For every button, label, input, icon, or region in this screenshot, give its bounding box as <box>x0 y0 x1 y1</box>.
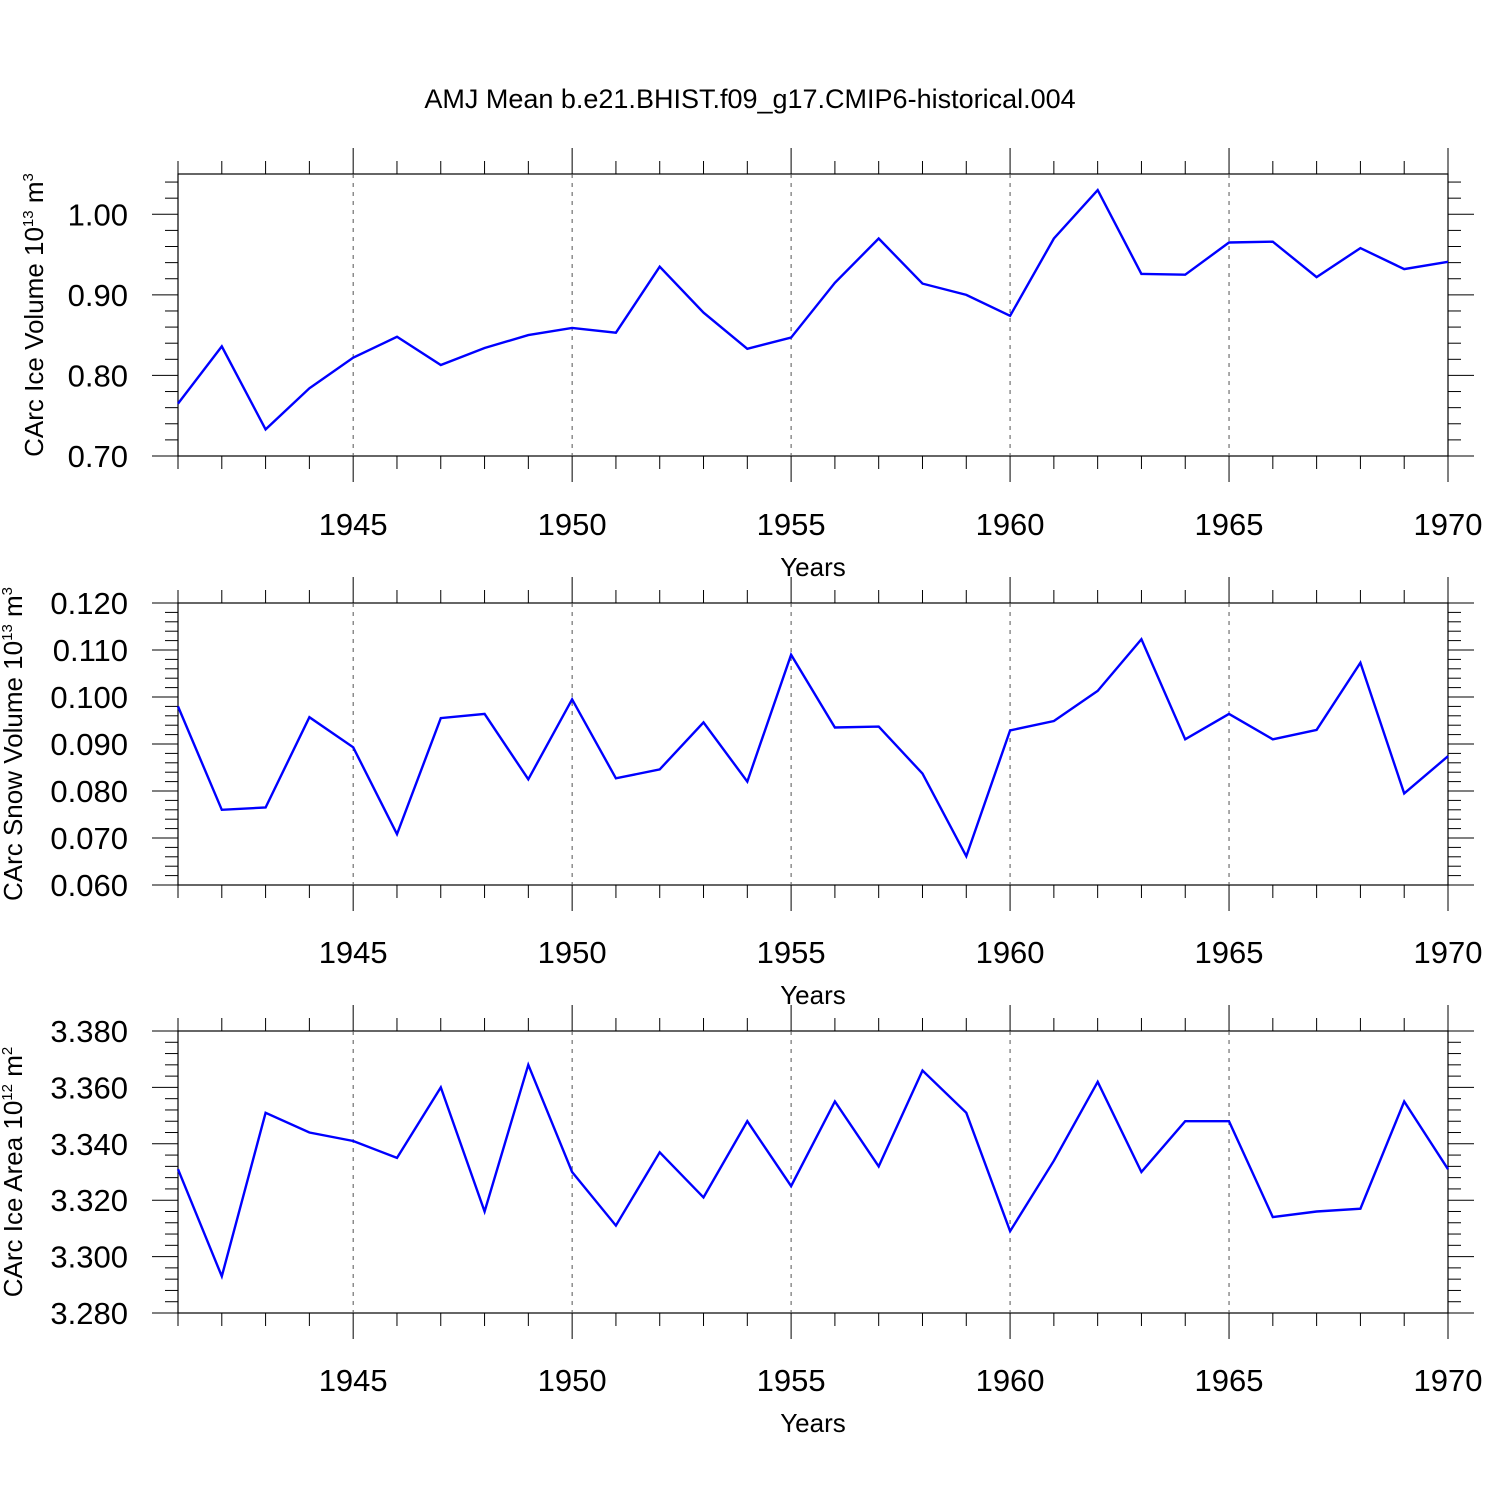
x-tick-label: 1955 <box>757 507 826 542</box>
x-tick-label: 1955 <box>757 935 826 970</box>
y-tick-label: 0.090 <box>50 727 128 762</box>
x-axis-title: Years <box>780 1408 846 1438</box>
plot-frame <box>177 173 1449 457</box>
series-line <box>177 188 1449 432</box>
plot-frame <box>177 602 1449 886</box>
y-tick-label: 0.120 <box>50 586 128 621</box>
y-tick-label: 0.100 <box>50 680 128 715</box>
y-tick-label: 0.80 <box>68 358 128 393</box>
x-axis-title: Years <box>780 980 846 1010</box>
x-tick-label: 1955 <box>757 1363 826 1398</box>
y-tick-label: 1.00 <box>68 197 128 232</box>
x-tick-label: 1950 <box>538 507 607 542</box>
y-tick-label: 3.300 <box>50 1240 128 1275</box>
x-tick-label: 1970 <box>1414 507 1483 542</box>
panel-3: 3.280 3.300 3.320 3.340 3.360 3.380 1945 1950 19… <box>0 1005 1482 1438</box>
panel-1: 0.70 0.80 0.90 1.00 1945 1950 1955 1960 1965 1970… <box>19 148 1482 582</box>
x-axis-title: Years <box>780 552 846 582</box>
x-tick-label: 1950 <box>538 1363 607 1398</box>
x-tick-label: 1945 <box>319 935 388 970</box>
y-tick-label: 0.080 <box>50 774 128 809</box>
x-tick-label: 1965 <box>1195 935 1264 970</box>
y-tick-label: 0.070 <box>50 821 128 856</box>
x-tick-label: 1965 <box>1195 507 1264 542</box>
x-tick-label: 1965 <box>1195 1363 1264 1398</box>
x-tick-label: 1960 <box>976 935 1045 970</box>
series-line <box>176 1061 1450 1281</box>
x-tick-label: 1945 <box>319 1363 388 1398</box>
x-tick-label: 1960 <box>976 507 1045 542</box>
x-tick-label: 1970 <box>1414 935 1483 970</box>
y-tick-label: 0.70 <box>68 439 128 474</box>
plot-frame <box>177 1030 1449 1314</box>
x-tick-label: 1960 <box>976 1363 1045 1398</box>
y-tick-label: 0.060 <box>50 868 128 903</box>
y-tick-label: 3.280 <box>50 1296 128 1331</box>
y-axis-title: CArc Snow Volume 1013 m3 <box>0 587 28 901</box>
y-axis-title: CArc Ice Area 1012 m2 <box>0 1047 28 1297</box>
x-tick-label: 1945 <box>319 507 388 542</box>
x-tick-label: 1970 <box>1414 1363 1483 1398</box>
chart-title: AMJ Mean b.e21.BHIST.f09_g17.CMIP6-histo… <box>424 84 1076 114</box>
y-axis-title: CArc Ice Volume 1013 m3 <box>19 173 49 457</box>
y-tick-label: 3.360 <box>50 1070 128 1105</box>
y-tick-label: 0.110 <box>53 633 128 668</box>
y-tick-label: 3.380 <box>50 1014 128 1049</box>
panel-2: 0.060 0.070 0.080 0.090 0.100 0.110 0.120 1945 1… <box>0 577 1482 1010</box>
y-tick-label: 3.340 <box>50 1127 128 1162</box>
x-tick-label: 1950 <box>538 935 607 970</box>
series-line <box>176 636 1449 860</box>
y-tick-label: 0.90 <box>68 278 128 313</box>
y-tick-label: 3.320 <box>50 1183 128 1218</box>
